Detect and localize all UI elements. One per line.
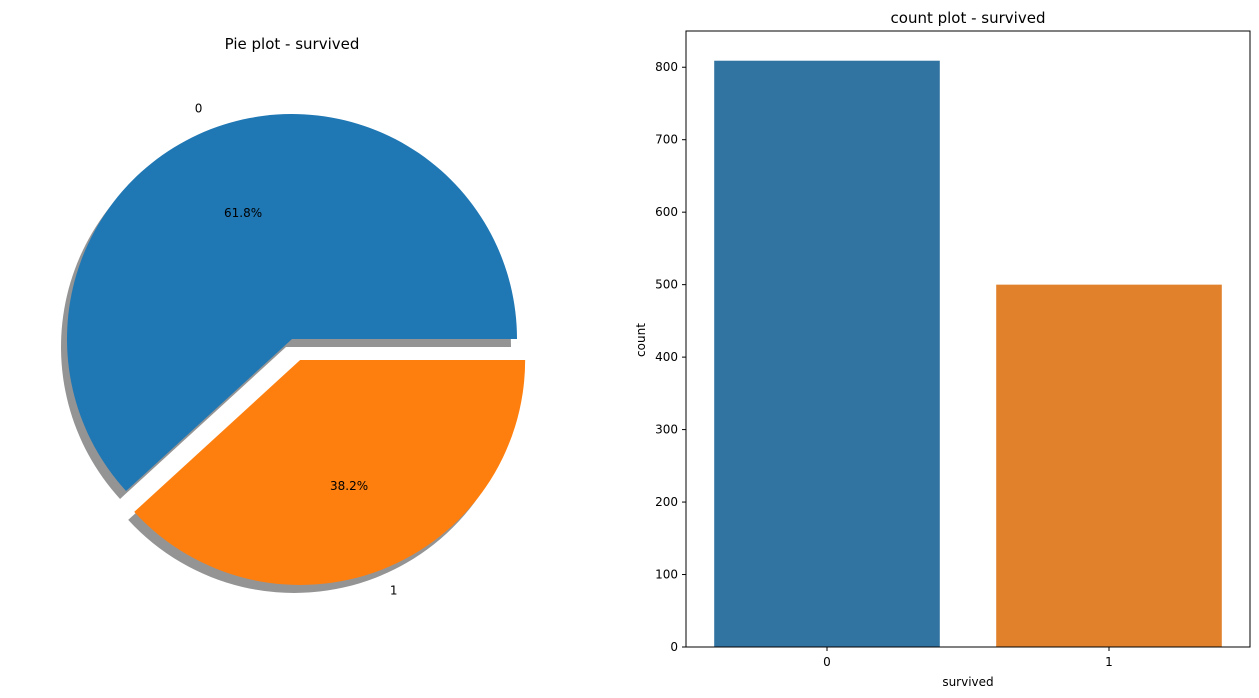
y-tick-label: 600 [655, 205, 678, 219]
pie-percent-label: 38.2% [330, 479, 368, 493]
x-axis-label: survived [942, 675, 993, 689]
x-tick-label: 0 [823, 655, 831, 669]
x-tick-label: 1 [1105, 655, 1113, 669]
y-tick-label: 400 [655, 350, 678, 364]
y-tick-label: 300 [655, 423, 678, 437]
pie-category-label: 1 [390, 584, 398, 598]
bars [714, 60, 1222, 647]
bar-0 [714, 60, 940, 647]
bar-axes [685, 30, 1251, 648]
pie-labels: 0 61.8% 1 38.2% [195, 101, 398, 597]
bar-1 [996, 284, 1222, 647]
y-axis-label: count [634, 323, 648, 357]
pie-slices [67, 114, 526, 585]
pie-title: Pie plot - survived [225, 35, 360, 53]
y-tick-label: 200 [655, 495, 678, 509]
pie-slice-0 [67, 114, 518, 491]
bar-chart: count plot - survived 010020030040050060… [634, 9, 1251, 689]
pie-slice-1 [134, 359, 526, 585]
pie-chart: Pie plot - survived 0 61.8% 1 38.2% [61, 35, 526, 598]
y-tick-label: 800 [655, 60, 678, 74]
pie-category-label: 0 [195, 101, 203, 115]
y-tick-label: 700 [655, 133, 678, 147]
y-tick-label: 500 [655, 278, 678, 292]
y-ticks: 0 100 200 300 400 500 600 700 800 [655, 60, 686, 654]
y-tick-label: 100 [655, 568, 678, 582]
pie-percent-label: 61.8% [224, 206, 262, 220]
bar-title: count plot - survived [891, 9, 1046, 27]
plot-frame [685, 30, 1251, 648]
y-tick-label: 0 [670, 640, 678, 654]
